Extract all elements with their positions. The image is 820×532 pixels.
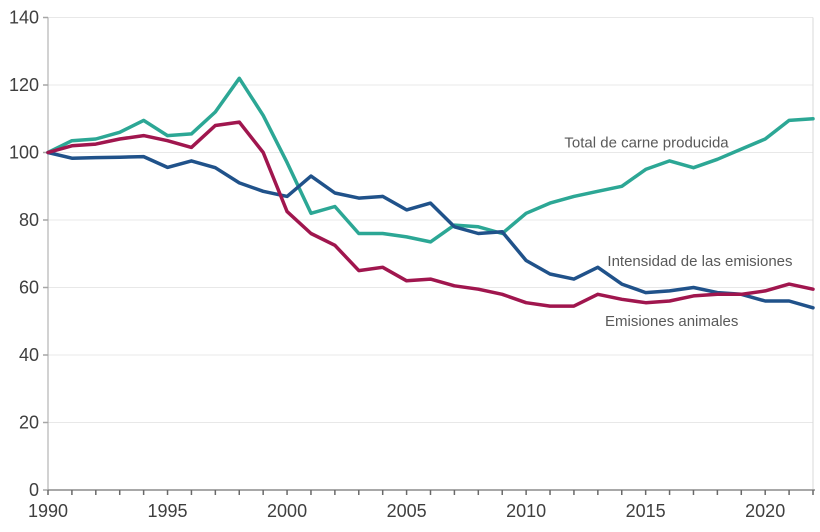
series-line-total-de-carne-producida	[46, 76, 815, 244]
series-label-total-de-carne-producida: Total de carne producida	[564, 134, 729, 151]
y-tick-label: 120	[9, 75, 39, 95]
y-tick-label: 0	[29, 480, 39, 500]
y-tick-label: 60	[19, 278, 39, 298]
x-tick-label: 2005	[387, 501, 427, 521]
y-tick-label: 40	[19, 345, 39, 365]
series-label-emisiones-animales: Emisiones animales	[605, 313, 738, 330]
x-tick-label: 2000	[267, 501, 307, 521]
x-tick-label: 2015	[626, 501, 666, 521]
y-tick-label: 140	[9, 8, 39, 28]
x-tick-label: 1995	[148, 501, 188, 521]
y-tick-label: 80	[19, 210, 39, 230]
series-line-emisiones-animales	[46, 120, 815, 308]
x-tick-label: 1990	[28, 501, 68, 521]
x-tick-label: 2020	[745, 501, 785, 521]
x-tick-label: 2010	[506, 501, 546, 521]
series-label-intensidad-de-las-emisiones: Intensidad de las emisiones	[607, 253, 792, 270]
y-tick-label: 20	[19, 413, 39, 433]
series-line-intensidad-de-las-emisiones	[46, 150, 815, 310]
y-tick-label: 100	[9, 143, 39, 163]
